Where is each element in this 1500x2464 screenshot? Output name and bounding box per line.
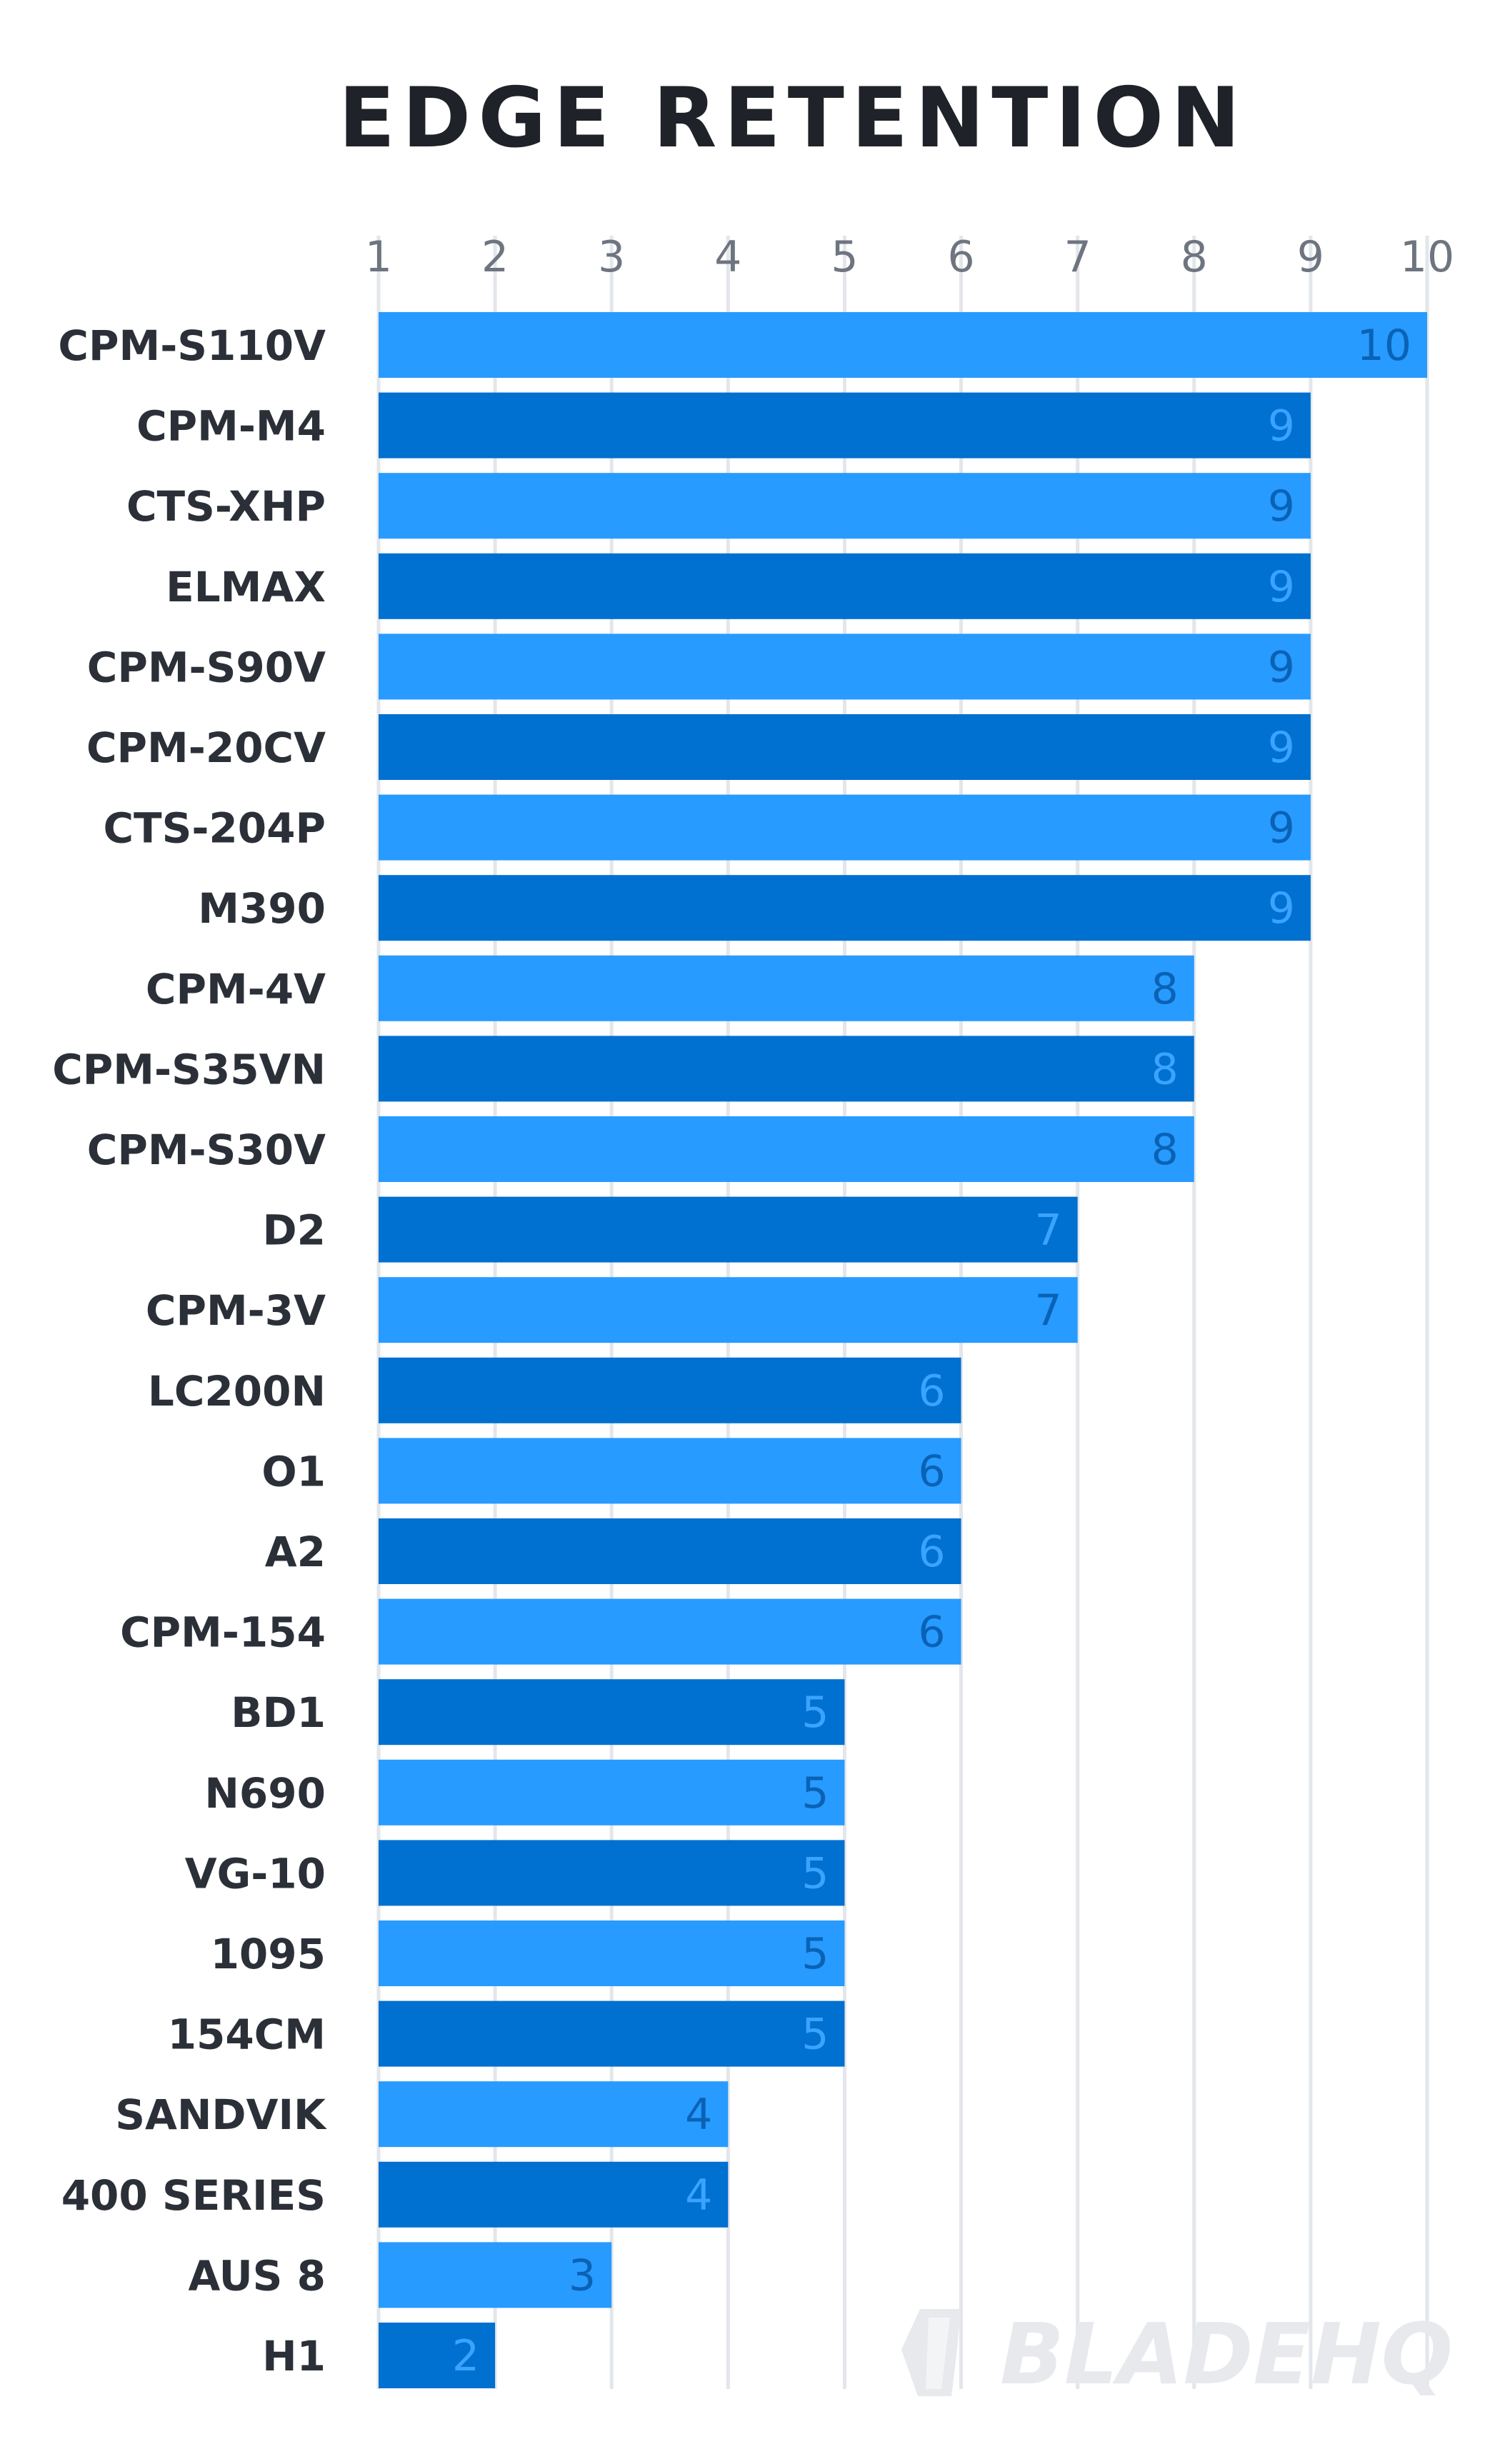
bar: [379, 1196, 1078, 1263]
category-label: CPM-S90V: [87, 643, 326, 691]
value-label: 9: [1268, 642, 1295, 692]
category-label: AUS 8: [188, 2251, 326, 2300]
bar: [379, 392, 1311, 459]
bar: [379, 2323, 496, 2388]
category-label: 154CM: [168, 2010, 326, 2059]
bar: [379, 553, 1311, 619]
bars: [379, 312, 1427, 2388]
value-label: 9: [1268, 401, 1295, 451]
bar: [379, 714, 1311, 780]
value-label: 7: [1034, 1286, 1061, 1336]
bar: [379, 1036, 1194, 1102]
bar: [379, 1679, 845, 1746]
category-label: CPM-S110V: [58, 321, 326, 370]
value-label: 9: [1268, 723, 1295, 773]
value-label: 9: [1268, 481, 1295, 531]
value-label: 6: [918, 1527, 945, 1577]
bar: [379, 1598, 961, 1665]
value-label: 3: [569, 2250, 596, 2300]
value-label: 2: [452, 2331, 479, 2381]
x-axis-ticks: 1 2 3 4 5 6 7 8 9 10: [365, 232, 1454, 282]
category-label: D2: [262, 1206, 326, 1255]
value-label: 6: [918, 1366, 945, 1416]
value-label: 9: [1268, 883, 1295, 933]
category-labels: CPM-S110V CPM-M4 CTS-XHP ELMAX CPM-S90V CPM-2…: [52, 321, 327, 2380]
category-label: CPM-M4: [136, 402, 326, 451]
x-tick-label: 10: [1400, 232, 1454, 282]
bar: [379, 473, 1311, 539]
value-label: 5: [801, 1929, 829, 1979]
category-label: 1095: [211, 1930, 326, 1978]
bar: [379, 1438, 961, 1504]
value-label: 7: [1034, 1206, 1061, 1256]
value-label: 8: [1151, 964, 1179, 1014]
category-label: CTS-XHP: [126, 482, 326, 531]
bar: [379, 1759, 845, 1826]
value-label: 5: [801, 1768, 829, 1818]
category-label: BD1: [231, 1688, 326, 1737]
category-label: CTS-204P: [103, 804, 326, 853]
x-tick-label: 9: [1297, 232, 1324, 282]
category-label: CPM-20CV: [86, 723, 326, 772]
bar: [379, 794, 1311, 861]
category-label: 400 SERIES: [61, 2171, 326, 2220]
bar: [379, 1277, 1078, 1343]
bar: [379, 2000, 845, 2067]
bar: [379, 875, 1311, 941]
bar: [379, 1357, 961, 1423]
bar: [379, 1920, 845, 1986]
value-label: 5: [801, 1688, 829, 1738]
x-tick-label: 7: [1064, 232, 1091, 282]
watermark-text: BLADEHQ: [1000, 2305, 1453, 2403]
value-label: 10: [1357, 321, 1411, 371]
bladehq-logo-blade-icon: [926, 2318, 950, 2389]
bar: [379, 2081, 729, 2148]
value-label: 6: [918, 1446, 945, 1496]
x-tick-label: 6: [947, 232, 974, 282]
category-label: O1: [261, 1447, 326, 1496]
value-label: 8: [1151, 1044, 1179, 1094]
category-label: CPM-154: [120, 1608, 326, 1657]
x-tick-label: 2: [481, 232, 509, 282]
value-label: 4: [685, 2090, 712, 2140]
bar: [379, 1116, 1194, 1182]
category-label: CPM-S35VN: [52, 1045, 326, 1093]
x-tick-label: 5: [831, 232, 858, 282]
bar: [379, 2242, 612, 2308]
value-labels: 10 9 9 9 9 9 9 9 8 8 8 7 7 6 6 6 6 5 5 5 5 5 4 4 3 2: [452, 321, 1411, 2381]
category-label: CPM-4V: [146, 965, 326, 1013]
bar: [379, 1518, 961, 1584]
watermark: BLADEHQ: [901, 2305, 1453, 2403]
x-tick-label: 8: [1181, 232, 1208, 282]
value-label: 9: [1268, 803, 1295, 853]
category-label: M390: [198, 884, 326, 933]
bar: [379, 2161, 729, 2228]
bar: [379, 312, 1427, 378]
x-tick-label: 3: [598, 232, 625, 282]
value-label: 5: [801, 2010, 829, 2060]
category-label: ELMAX: [166, 563, 326, 611]
category-label: LC200N: [148, 1367, 326, 1416]
value-label: 6: [918, 1608, 945, 1658]
value-label: 4: [685, 2170, 712, 2220]
bar: [379, 955, 1194, 1021]
x-tick-label: 4: [714, 232, 741, 282]
category-label: CPM-3V: [146, 1286, 326, 1335]
category-label: N690: [204, 1769, 326, 1818]
category-label: A2: [265, 1528, 326, 1576]
category-label: VG-10: [185, 1849, 326, 1898]
category-label: H1: [262, 2332, 326, 2380]
category-label: CPM-S30V: [87, 1126, 326, 1174]
value-label: 8: [1151, 1125, 1179, 1175]
bar: [379, 633, 1311, 700]
value-label: 5: [801, 1848, 829, 1898]
bar: [379, 1840, 845, 1906]
x-tick-label: 1: [365, 232, 392, 282]
chart-title: EDGE RETENTION: [339, 70, 1247, 166]
category-label: SANDVIK: [115, 2090, 327, 2139]
value-label: 9: [1268, 562, 1295, 612]
